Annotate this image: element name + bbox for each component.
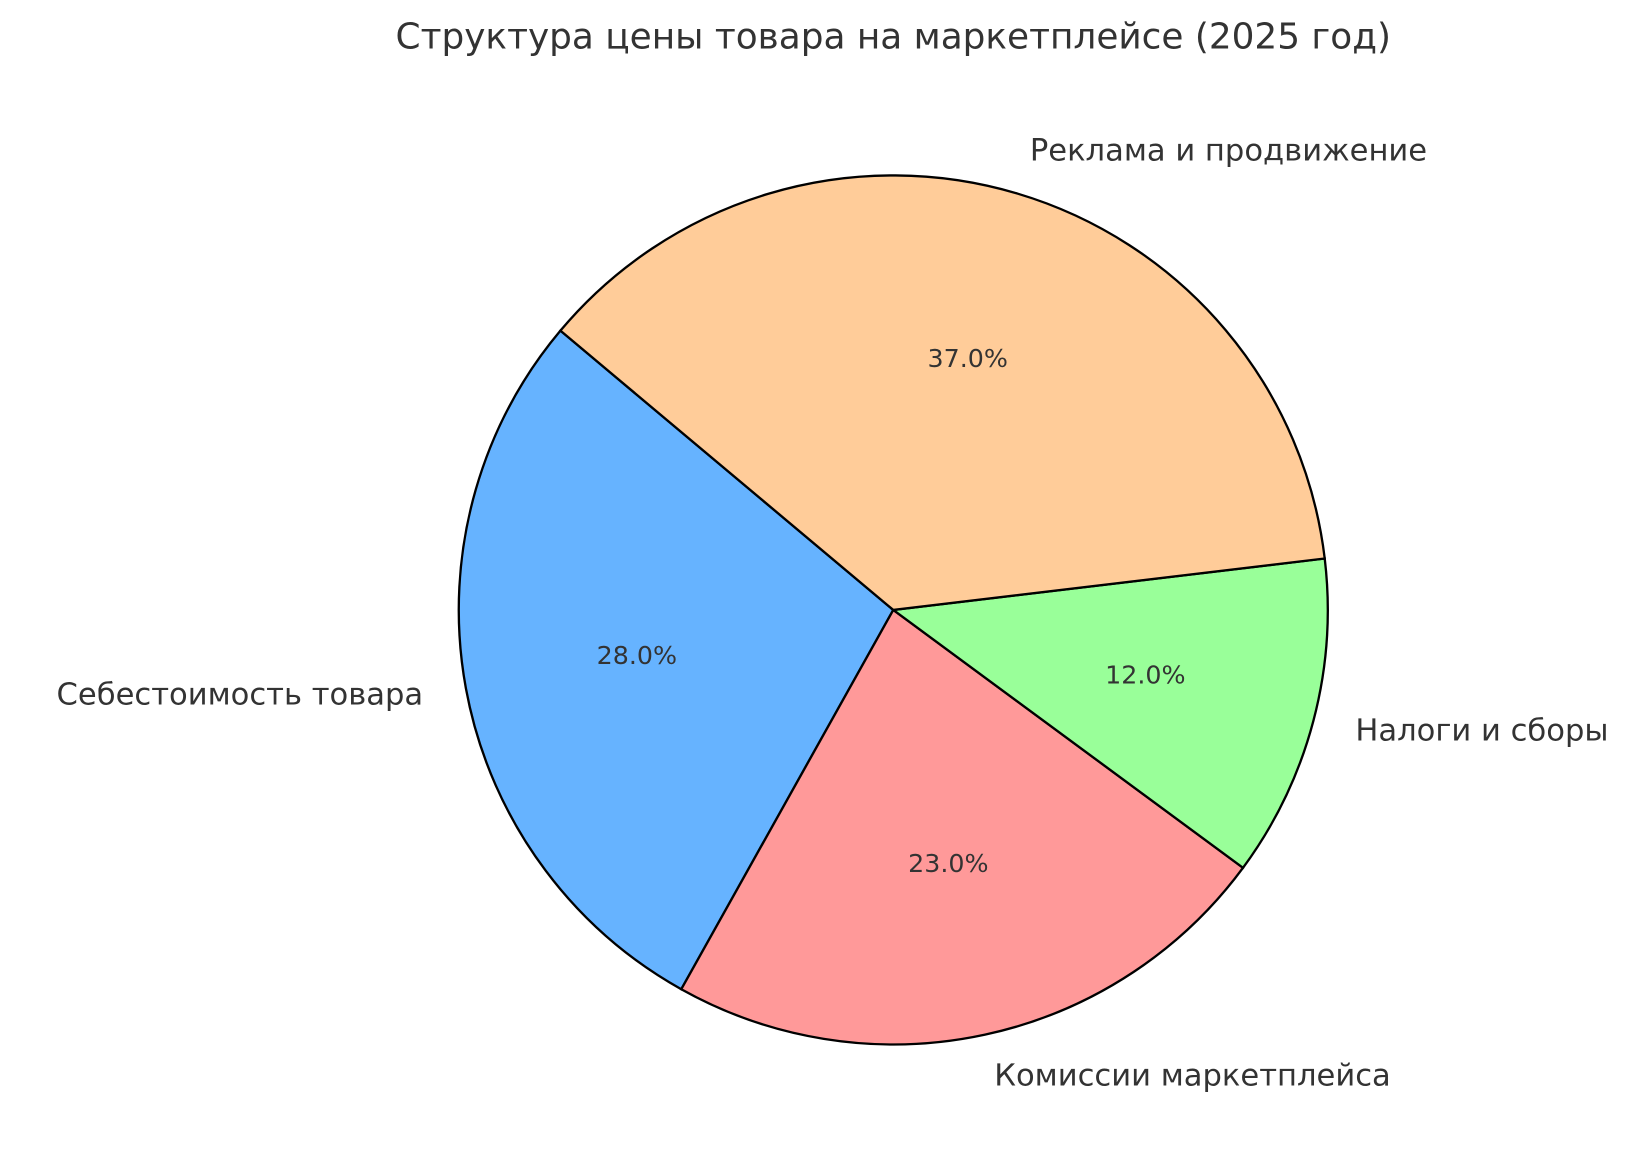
pie-slice (457, 329, 895, 991)
chart-title: Структура цены товара на маркетплейсе (2… (396, 16, 1391, 57)
value-label: 12.0% (1105, 661, 1185, 690)
pie-slice (890, 557, 1329, 870)
value-label: 23.0% (908, 849, 988, 878)
pie-slice (558, 174, 1327, 612)
value-label: 28.0% (597, 641, 677, 670)
slice-label: Комиссии маркетплейса (994, 1059, 1391, 1094)
slice-label: Себестоимость товара (57, 678, 424, 713)
pie-slice (679, 608, 1245, 1046)
value-label: 37.0% (928, 344, 1008, 373)
slice-label: Налоги и сборы (1355, 714, 1608, 749)
slice-label: Реклама и продвижение (1030, 133, 1427, 168)
